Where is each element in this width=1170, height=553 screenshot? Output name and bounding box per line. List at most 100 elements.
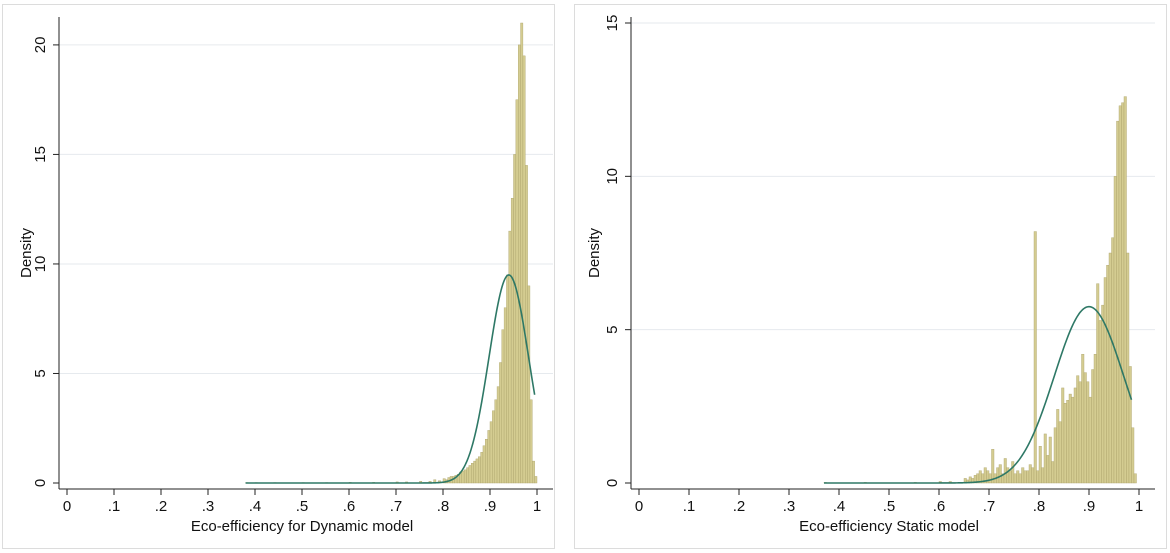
dynamic-histogram-bar	[492, 410, 495, 484]
dynamic-y-tick-label: 5	[32, 369, 49, 377]
static-histogram-bar	[991, 449, 995, 484]
static-histogram-bar	[1056, 409, 1060, 484]
static-histogram-bar	[1018, 473, 1022, 484]
dynamic-x-tick-label: 1	[533, 498, 541, 515]
static-histogram-bar	[1026, 470, 1030, 484]
static-histogram-bar	[1093, 354, 1097, 484]
static-histogram-bar	[1023, 470, 1027, 484]
static-x-tick-label: .6	[933, 498, 946, 515]
static-y-tick-label: 5	[604, 325, 621, 333]
dynamic-histogram-bar	[461, 470, 465, 484]
static-x-tick-label: .4	[833, 498, 846, 515]
static-histogram-bar	[1048, 436, 1052, 484]
dynamic-density-curve	[245, 274, 536, 484]
static-histogram-bar	[1038, 446, 1042, 484]
static-histogram-bar	[1101, 304, 1105, 484]
dynamic-histogram-bar	[506, 274, 510, 484]
static-x-tick-label: .5	[883, 498, 896, 515]
dynamic-histogram-bar	[520, 22, 524, 484]
static-histogram-bar	[988, 473, 992, 484]
dynamic-gridlines	[59, 44, 553, 374]
dynamic-histogram-bar	[487, 430, 491, 484]
dynamic-x-tick-label: .7	[390, 498, 403, 515]
dynamic-histogram-bar	[527, 285, 531, 484]
static-x-tick-label: .1	[683, 498, 696, 515]
static-gridlines	[631, 22, 1155, 331]
dynamic-y-axis-title: Density	[18, 227, 35, 278]
dynamic-histogram-bar	[532, 460, 535, 484]
dynamic-x-tick-label: .2	[155, 498, 168, 515]
dynamic-histogram-bar	[494, 399, 498, 484]
dynamic-histogram-bar	[525, 165, 528, 484]
dynamic-x-tick-label: .5	[296, 498, 309, 515]
static-histogram-bar	[1128, 366, 1132, 484]
static-histogram-bar	[1061, 387, 1065, 484]
static-histogram-bar	[1003, 458, 1007, 484]
dynamic-histogram-bar	[503, 307, 507, 484]
dynamic-y-tick-label: 15	[32, 146, 49, 163]
static-histogram-bar	[1013, 473, 1017, 484]
dynamic-histogram-bar	[529, 399, 533, 484]
static-histogram-bar	[1088, 396, 1092, 484]
static-axes: 0 5 10 15 0 .1 .2 .3 .4 .5 .6 .7 .8 .9 1	[604, 15, 1155, 515]
dynamic-histogram-bar	[489, 421, 493, 484]
dynamic-histogram-bar	[466, 467, 470, 484]
static-histogram-bar	[1081, 354, 1085, 484]
static-histogram-bar	[1133, 473, 1137, 484]
dynamic-x-tick-label: .9	[484, 498, 497, 515]
static-histogram-bar	[1123, 96, 1127, 484]
static-histogram-bar	[1121, 102, 1125, 484]
static-histogram-bar	[1126, 252, 1130, 484]
static-histogram-bar	[1063, 403, 1067, 484]
dynamic-histogram-bar	[513, 154, 517, 484]
static-histogram-bar	[1008, 470, 1012, 484]
static-histogram-bar	[1113, 176, 1117, 484]
static-density-curve	[824, 305, 1133, 484]
dynamic-histogram-bar	[463, 469, 467, 484]
static-histogram-bar	[1033, 231, 1037, 484]
static-histogram-bar	[1068, 393, 1072, 484]
static-histogram-bar	[1053, 427, 1057, 484]
dynamic-histogram-bar	[475, 458, 479, 484]
dynamic-histogram-bar	[534, 476, 538, 484]
static-histogram-bar	[1086, 381, 1090, 484]
static-histogram-bar	[1031, 467, 1035, 484]
static-histogram-bar	[1051, 461, 1055, 484]
static-histogram-bar	[1108, 252, 1112, 484]
static-histogram-bar	[998, 464, 1002, 484]
static-histogram-bar	[1046, 455, 1050, 484]
dynamic-x-axis-title: Eco-efficiency for Dynamic model	[191, 518, 413, 535]
dynamic-x-tick-label: .8	[437, 498, 450, 515]
static-histogram-bar	[1111, 237, 1115, 484]
static-histogram-bar	[1021, 467, 1025, 484]
dynamic-histogram-bar	[499, 362, 502, 484]
dynamic-x-tick-label: .4	[249, 498, 262, 515]
dynamic-y-tick-label: 0	[32, 479, 49, 487]
static-histogram-bar	[1036, 470, 1040, 484]
static-histogram-bar	[1011, 461, 1015, 484]
dynamic-histogram-bar	[496, 386, 500, 484]
static-y-axis-title: Density	[586, 227, 603, 278]
static-histogram-bar	[1066, 400, 1070, 484]
dynamic-x-tick-label: .1	[108, 498, 121, 515]
dynamic-histogram-bar	[508, 230, 512, 484]
dynamic-histogram-bar	[480, 452, 484, 484]
dynamic-histogram-bar	[522, 55, 526, 484]
dynamic-x-tick-label: .3	[202, 498, 215, 515]
static-x-tick-label: .9	[1083, 498, 1096, 515]
dynamic-histogram-bar	[482, 445, 486, 484]
static-histogram-bar	[1083, 372, 1087, 484]
static-histogram-bar	[1076, 375, 1080, 484]
static-histogram-bar	[1098, 320, 1102, 484]
static-x-tick-label: .2	[733, 498, 746, 515]
static-x-tick-label: .8	[1033, 498, 1046, 515]
static-histogram-bar	[996, 467, 1000, 484]
static-histogram-bar	[1058, 421, 1062, 484]
static-histogram-bar	[1071, 396, 1075, 484]
static-y-tick-label: 0	[604, 479, 621, 487]
dynamic-histogram-bar	[518, 44, 521, 484]
static-histogram-bar	[1078, 381, 1082, 484]
dynamic-x-tick-label: 0	[63, 498, 71, 515]
static-histogram-bar	[1116, 120, 1120, 484]
dynamic-histogram-bar	[471, 463, 474, 484]
